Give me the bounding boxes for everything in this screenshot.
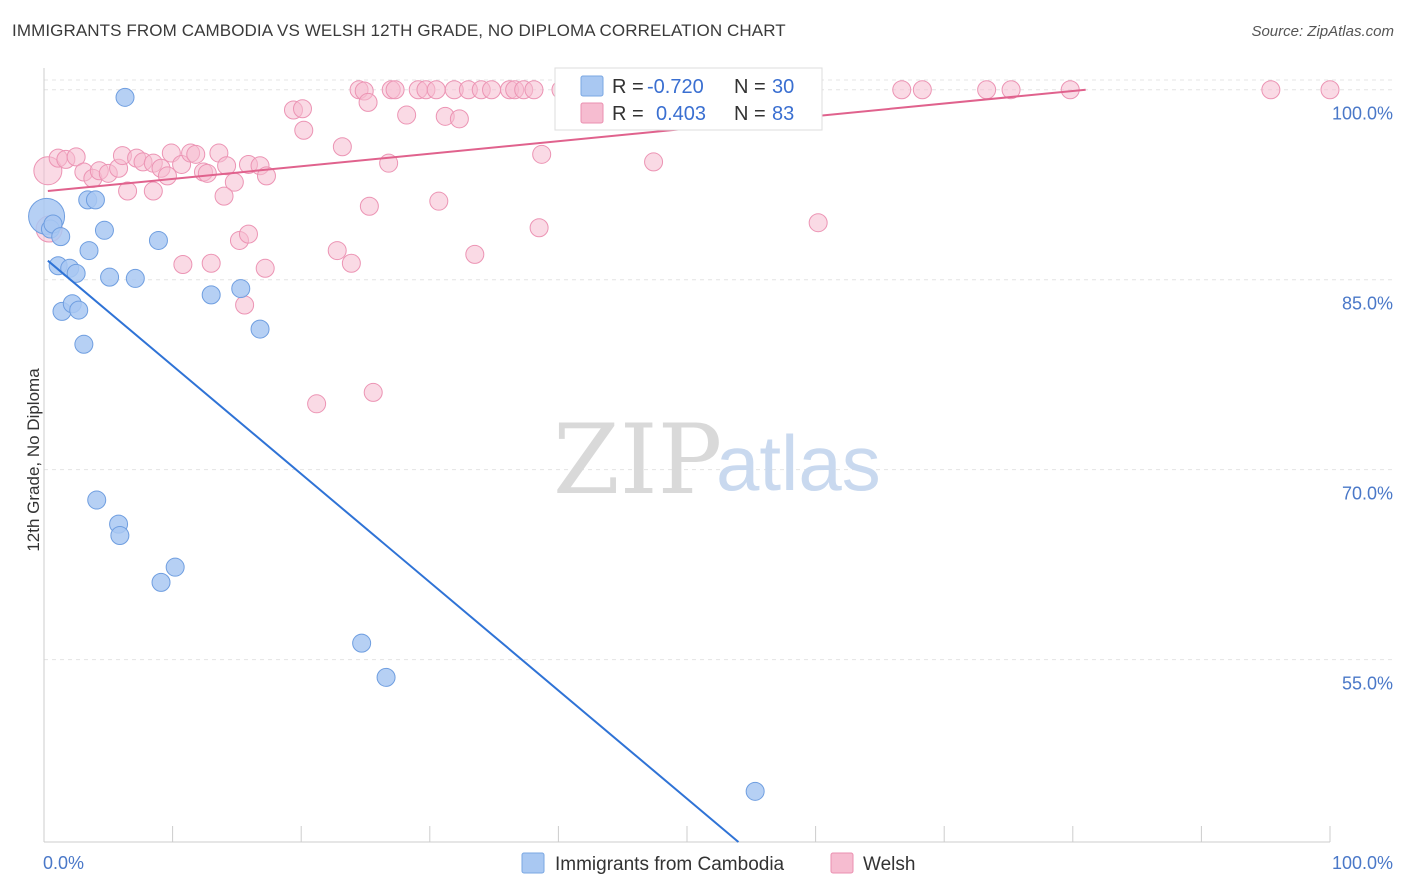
welsh-point — [256, 166, 276, 186]
welsh-point — [294, 120, 314, 140]
legend-n-label-cambodia: N = — [734, 76, 766, 98]
cambodia-point — [231, 279, 251, 299]
cambodia-point — [51, 227, 71, 247]
welsh-point — [217, 156, 237, 176]
welsh-point — [197, 163, 217, 183]
welsh-point — [186, 144, 206, 164]
chart-title: IMMIGRANTS FROM CAMBODIA VS WELSH 12TH G… — [12, 21, 786, 40]
legend-r-label-cambodia: R = — [612, 76, 644, 98]
welsh-point — [238, 224, 258, 244]
welsh-point — [235, 295, 255, 315]
cambodia-point — [79, 241, 99, 261]
welsh-point — [644, 152, 664, 172]
y-tick-label: 85.0% — [1342, 294, 1393, 314]
welsh-point — [912, 80, 932, 100]
x-tick-label-min: 0.0% — [43, 853, 84, 873]
watermark: ZIP atlas — [553, 404, 881, 516]
y-tick-label: 100.0% — [1332, 104, 1393, 124]
welsh-point — [1261, 80, 1281, 100]
cambodia-point — [69, 300, 89, 320]
y-axis-title: 12th Grade, No Diploma — [24, 368, 43, 552]
welsh-point — [385, 80, 405, 100]
cambodia-point — [85, 190, 105, 210]
cambodia-point — [74, 334, 94, 354]
cambodia-point — [376, 667, 396, 687]
bottom-legend-label-welsh: Welsh — [863, 854, 915, 875]
welsh-point — [482, 80, 502, 100]
welsh-point — [118, 181, 138, 201]
welsh-point — [397, 105, 417, 125]
welsh-point — [524, 80, 544, 100]
welsh-point — [292, 99, 312, 119]
welsh-point — [449, 109, 469, 129]
source-label: Source: ZipAtlas.com — [1251, 23, 1394, 40]
cambodia-point — [87, 490, 107, 510]
welsh-point — [173, 255, 193, 274]
legend-swatch-cambodia — [580, 75, 604, 97]
welsh-points — [33, 80, 1340, 414]
legend-r-value-welsh: 0.403 — [656, 103, 706, 125]
top-legend: R = -0.720 N = 30 R = 0.403 N = 83 — [554, 67, 823, 131]
bottom-legend-label-cambodia: Immigrants from Cambodia — [555, 854, 785, 875]
cambodia-point — [66, 263, 86, 283]
x-tick-label-max: 100.0% — [1332, 853, 1393, 873]
cambodia-point — [151, 572, 171, 592]
welsh-point — [426, 80, 446, 100]
welsh-point — [327, 241, 347, 261]
cambodia-point — [115, 87, 135, 107]
welsh-point — [143, 181, 163, 201]
cambodia-point — [201, 285, 221, 305]
cambodia-point — [148, 230, 168, 250]
cambodia-trend-line — [47, 259, 740, 843]
legend-r-value-cambodia: -0.720 — [647, 76, 704, 98]
welsh-point — [892, 80, 912, 100]
y-tick-label: 70.0% — [1342, 484, 1393, 504]
welsh-point — [359, 196, 379, 216]
welsh-point — [977, 80, 997, 100]
welsh-point — [66, 147, 86, 167]
welsh-point — [214, 186, 234, 206]
cambodia-point — [352, 633, 372, 653]
welsh-point — [429, 191, 449, 211]
welsh-point — [808, 213, 828, 233]
welsh-point — [341, 253, 361, 273]
welsh-point — [465, 244, 485, 264]
cambodia-point — [110, 526, 130, 546]
legend-n-value-cambodia: 30 — [772, 76, 794, 98]
welsh-point — [255, 258, 275, 278]
cambodia-point — [94, 220, 114, 240]
welsh-point — [307, 394, 327, 414]
cambodia-point — [165, 557, 185, 577]
bottom-legend-swatch-welsh — [830, 852, 854, 874]
welsh-point — [201, 253, 221, 273]
cambodia-point — [250, 319, 270, 339]
legend-n-label-welsh: N = — [734, 103, 766, 125]
legend-swatch-welsh — [580, 102, 604, 124]
cambodia-point — [745, 781, 765, 801]
legend-r-label-welsh: R = — [612, 103, 644, 125]
welsh-point — [332, 137, 352, 157]
bottom-legend: Immigrants from Cambodia Welsh — [521, 852, 915, 875]
watermark-zip: ZIP — [553, 404, 722, 516]
y-tick-label: 55.0% — [1342, 674, 1393, 694]
welsh-point — [1320, 80, 1340, 100]
welsh-trend-line — [47, 88, 1086, 193]
welsh-point — [529, 218, 549, 238]
welsh-point — [1001, 80, 1021, 100]
trend-lines — [47, 88, 1086, 843]
axes — [43, 68, 1331, 843]
cambodia-point — [125, 268, 145, 288]
cambodia-points — [28, 87, 765, 801]
watermark-atlas: atlas — [716, 419, 881, 507]
welsh-point — [358, 92, 378, 112]
bottom-legend-swatch-cambodia — [521, 852, 545, 874]
cambodia-point — [100, 267, 120, 287]
y-tick-labels: 55.0% 70.0% 85.0% 100.0% — [1332, 104, 1393, 694]
legend-n-value-welsh: 83 — [772, 103, 794, 125]
welsh-point — [363, 382, 383, 402]
welsh-point — [532, 144, 552, 164]
